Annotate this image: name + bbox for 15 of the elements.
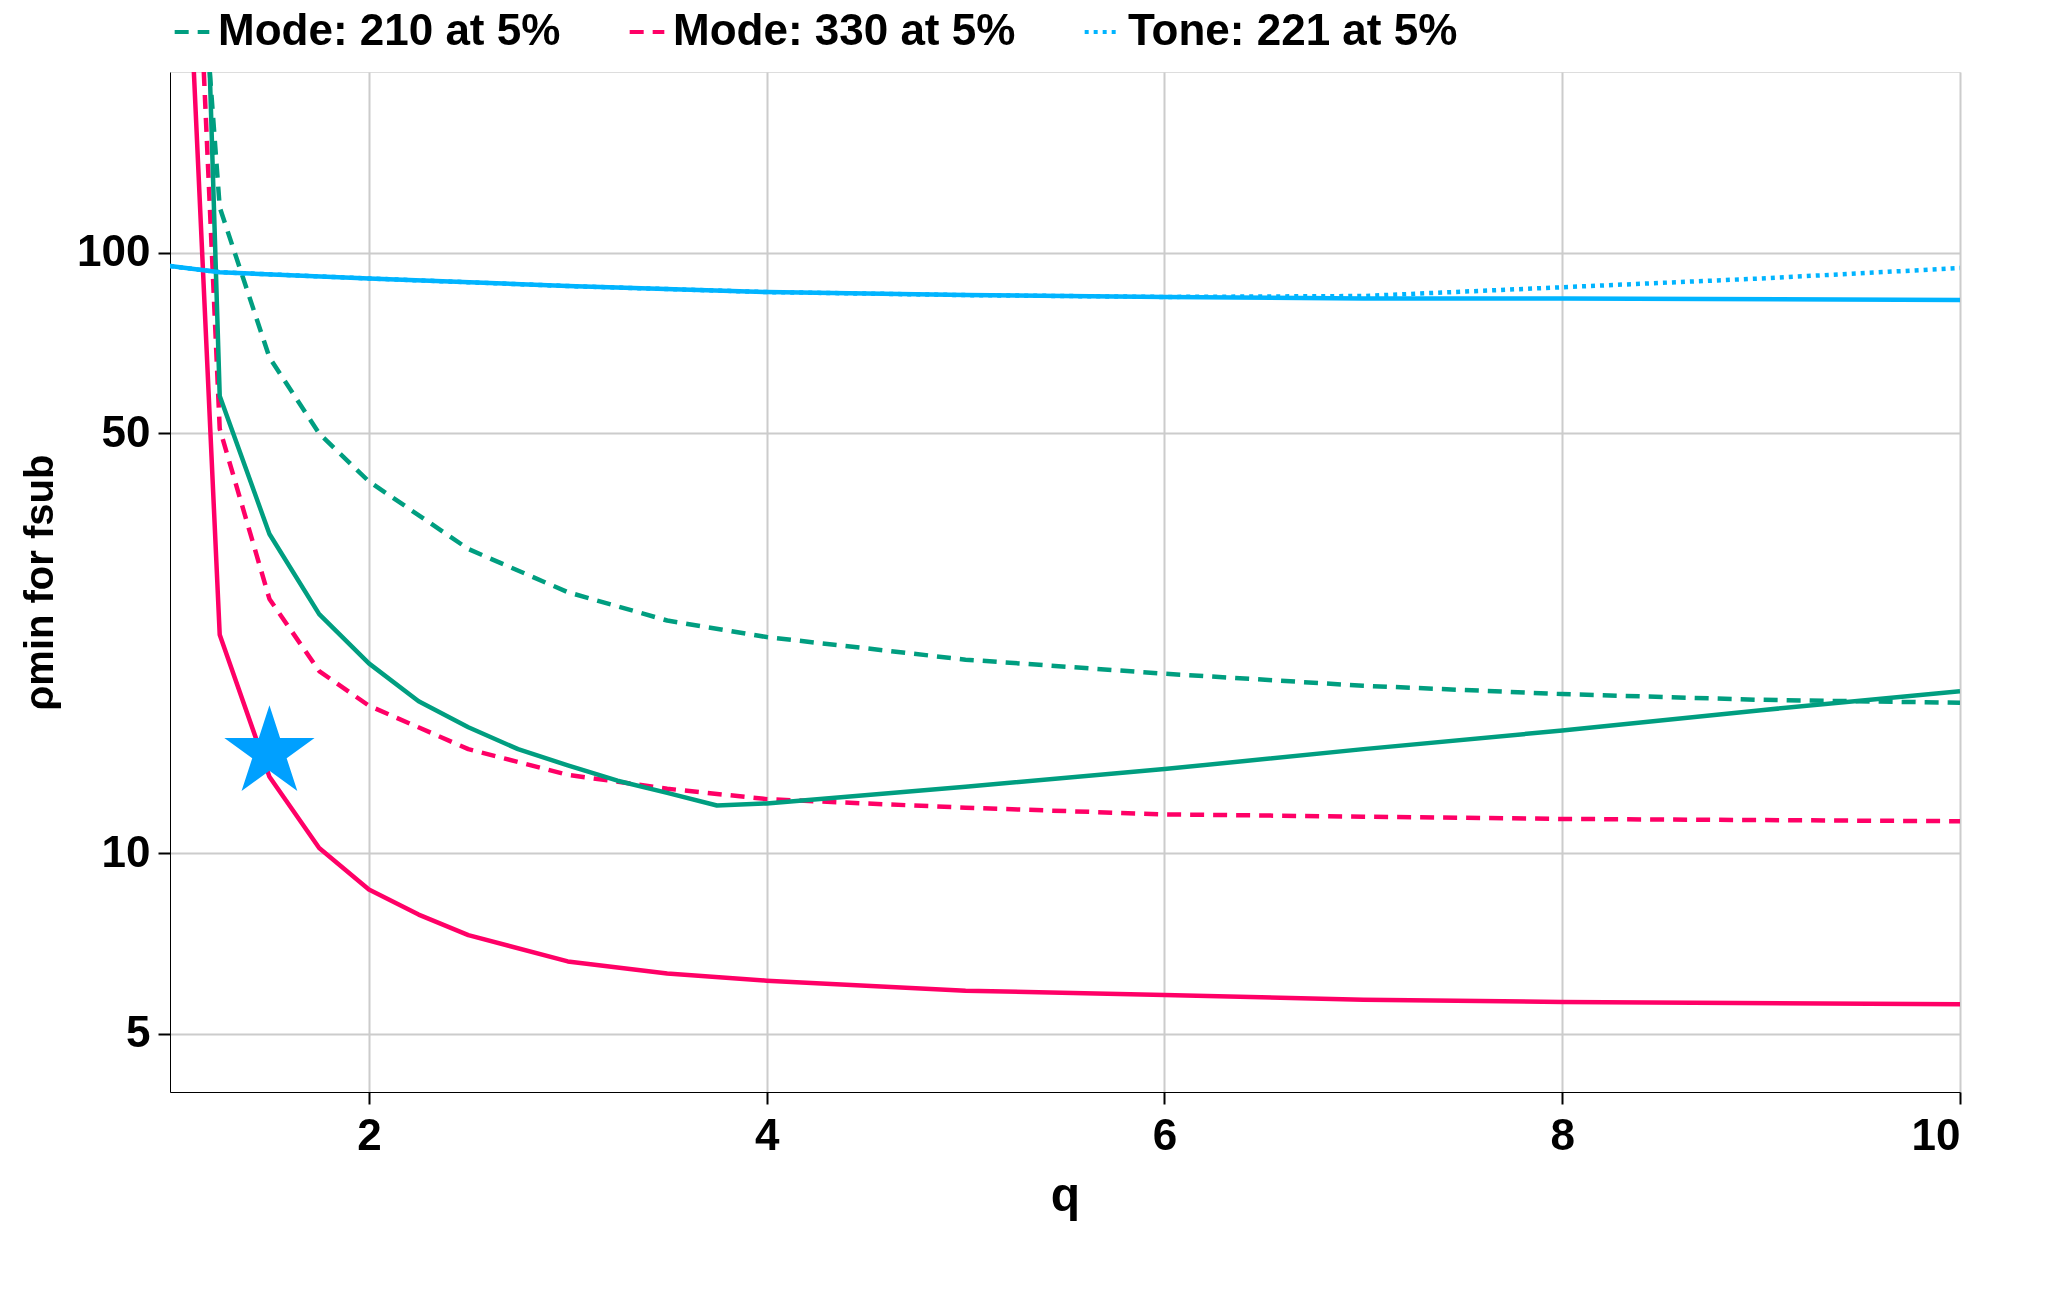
- line-series: [191, 72, 1960, 1007]
- y-tick-label: 5: [126, 1007, 151, 1057]
- legend-label: Mode: 210 at 5%: [218, 5, 561, 54]
- y-tick-label: 100: [77, 226, 151, 276]
- x-tick-label: 4: [754, 1109, 780, 1159]
- y-axis-title: ρmin for fsub: [17, 454, 62, 711]
- x-tick-label: 2: [357, 1109, 382, 1159]
- legend-label: Tone: 221 at 5%: [1128, 5, 1458, 54]
- x-tick-label: 8: [1550, 1109, 1575, 1159]
- x-tick-label: 10: [1911, 1109, 1961, 1159]
- x-tick-label: 6: [1152, 1109, 1178, 1159]
- legend-label: Mode: 330 at 5%: [673, 5, 1016, 54]
- x-axis-title: q: [1050, 1167, 1081, 1221]
- y-tick-label: 50: [101, 406, 151, 456]
- y-tick-label: 10: [101, 826, 151, 876]
